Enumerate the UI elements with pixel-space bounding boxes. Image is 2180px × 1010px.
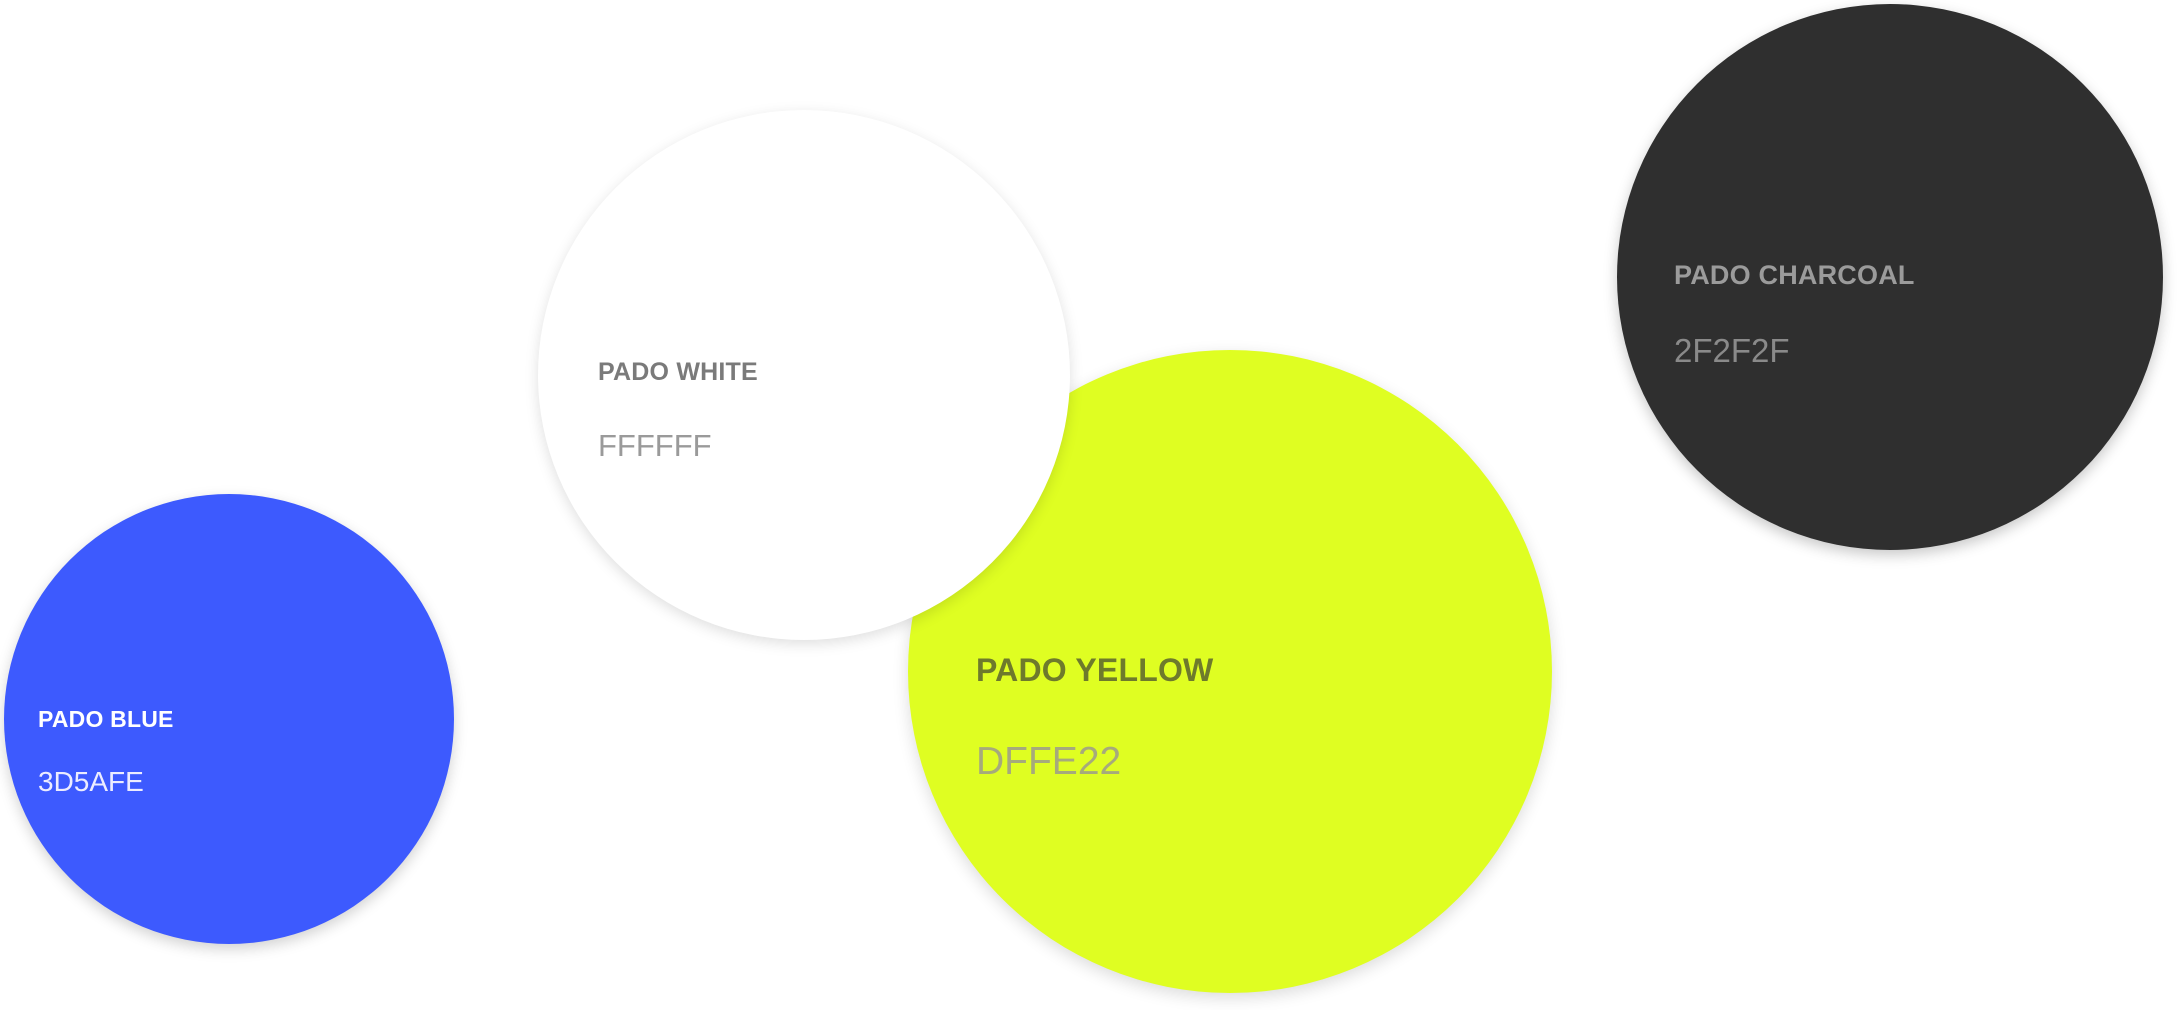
swatch-pado-charcoal: PADO CHARCOAL 2F2F2F: [1617, 4, 2163, 550]
swatch-name: PADO YELLOW: [976, 652, 1214, 688]
swatch-hex-code: 3D5AFE: [38, 766, 144, 797]
swatch-hex-code: 2F2F2F: [1674, 332, 1790, 369]
swatch-hex-code: DFFE22: [976, 740, 1122, 783]
swatch-name: PADO CHARCOAL: [1674, 260, 1915, 290]
swatch-name: PADO WHITE: [598, 358, 758, 386]
swatch-hex-code: FFFFFF: [598, 428, 712, 463]
swatch-pado-white: PADO WHITE FFFFFF: [538, 110, 1070, 640]
swatch-pado-blue: PADO BLUE 3D5AFE: [4, 494, 454, 944]
swatch-name: PADO BLUE: [38, 706, 174, 732]
